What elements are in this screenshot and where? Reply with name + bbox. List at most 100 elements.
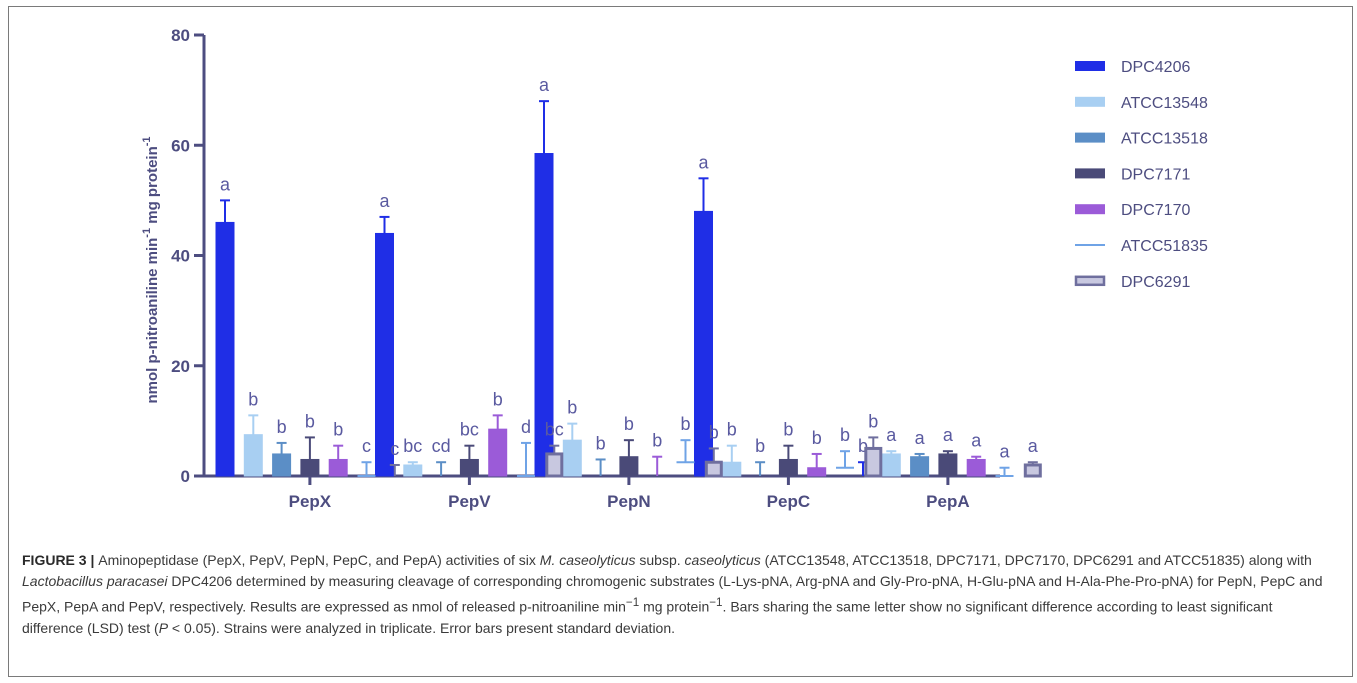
significance-letter-DPC4206-PepV: a <box>379 191 390 211</box>
significance-letter-ATCC13548-PepN: b <box>567 398 577 418</box>
bar-DPC4206-PepX <box>215 221 235 477</box>
significance-letter-DPC7170-PepV: b <box>493 389 503 409</box>
significance-letter-DPC4206-PepA: b <box>858 436 868 456</box>
bar-ATCC13548-PepV <box>403 464 423 477</box>
x-tick-label-PepX: PepX <box>289 492 332 511</box>
bar-ATCC13518-PepX <box>272 453 292 477</box>
bar-DPC7171-PepA <box>938 453 958 477</box>
significance-letter-DPC4206-PepX: a <box>220 174 231 194</box>
bar-ATCC13518-PepA <box>910 456 930 477</box>
caption-text-1: Aminopeptidase (PepX, PepV, PepN, PepC, … <box>98 552 540 568</box>
significance-letter-ATCC13518-PepC: b <box>755 436 765 456</box>
bar-DPC6291-PepN <box>704 460 723 478</box>
significance-letter-ATCC13548-PepA: a <box>886 425 897 445</box>
legend-swatch-ATCC13518 <box>1075 132 1105 143</box>
caption-text-5: mg protein <box>639 598 710 615</box>
x-tick-label-PepC: PepC <box>767 492 810 511</box>
bar-DPC7170-PepX <box>328 458 348 477</box>
caption-text-2: subsp. <box>635 552 685 568</box>
bar-DPC6291-PepV <box>545 452 564 478</box>
y-axis-label-sup2: -1 <box>141 136 153 146</box>
significance-letter-ATCC51835-PepV: d <box>521 417 531 437</box>
caption-sup-2: −1 <box>709 596 723 609</box>
legend-label-DPC4206: DPC4206 <box>1121 59 1190 76</box>
bar-ATCC13548-PepN <box>562 439 582 477</box>
x-axis: PepX PepV PepN PepC PepA <box>204 474 1000 511</box>
legend-label-DPC6291: DPC6291 <box>1121 274 1190 291</box>
significance-letter-ATCC51835-PepC: b <box>840 425 850 445</box>
figure-caption: FIGURE 3 | Aminopeptidase (PepX, PepV, P… <box>22 550 1332 639</box>
caption-italic-1: M. caseolyticus <box>539 552 636 568</box>
significance-letter-DPC7171-PepV: bc <box>460 420 479 440</box>
caption-text-6: . Bars sharing the same letter show no s… <box>22 598 1273 636</box>
legend-label-ATCC13518: ATCC13518 <box>1121 131 1208 148</box>
caption-figure-label: FIGURE 3 <box>22 552 87 568</box>
significance-letter-DPC6291-PepN: b <box>709 422 719 442</box>
caption-text-4: DPC4206 determined by measuring cleavage… <box>22 573 1323 615</box>
caption-sup-1: −1 <box>625 596 640 609</box>
x-tick-label-PepA: PepA <box>926 492 969 511</box>
caption-text-7: < 0.05). Strains were analyzed in tripli… <box>168 619 676 636</box>
significance-letter-ATCC13518-PepA: a <box>915 428 926 448</box>
legend-label-DPC7170: DPC7170 <box>1121 202 1190 219</box>
bar-DPC7170-PepV <box>488 428 508 477</box>
bar-DPC7170-PepC <box>807 467 827 477</box>
caption-italic-2: caseolyticus <box>684 552 761 568</box>
bar-ATCC13548-PepC <box>722 461 742 477</box>
bar-DPC7171-PepX <box>300 458 320 477</box>
legend-swatch-DPC6291 <box>1074 275 1106 287</box>
y-axis-label: nmol p-nitroaniline min-1 mg protein-1 <box>141 136 161 403</box>
caption-separator: | <box>86 552 99 568</box>
y-tick-label-1: 20 <box>171 357 190 376</box>
caption-italic-3: Lactobacillus paracasei <box>22 573 168 589</box>
bar-DPC7170-PepA <box>966 458 986 477</box>
y-tick-label-3: 60 <box>171 136 190 155</box>
significance-letter-DPC7170-PepX: b <box>333 420 343 440</box>
legend-label-ATCC13548: ATCC13548 <box>1121 95 1208 112</box>
legend-label-ATCC51835: ATCC51835 <box>1121 238 1208 255</box>
significance-letter-DPC6291-PepA: a <box>1028 436 1039 456</box>
significance-letter-DPC6291-PepX: c <box>390 439 399 459</box>
significance-letter-DPC7170-PepC: b <box>812 428 822 448</box>
legend-swatch-DPC4206 <box>1075 61 1105 71</box>
bar-DPC7171-PepN <box>619 456 639 477</box>
significance-letter-DPC6291-PepC: b <box>868 411 878 431</box>
y-axis-label-mid: mg protein <box>144 146 161 228</box>
y-tick-label-4: 80 <box>171 26 190 45</box>
significance-letter-DPC7170-PepN: b <box>652 431 662 451</box>
bar-ATCC13548-PepA <box>881 453 901 477</box>
significance-letter-ATCC51835-PepA: a <box>999 442 1010 462</box>
x-tick-label-PepN: PepN <box>607 492 650 511</box>
significance-letter-DPC7171-PepX: b <box>305 411 315 431</box>
y-axis-label-sup1: -1 <box>141 228 153 238</box>
y-axis: 0 20 40 60 80 <box>171 26 206 486</box>
legend-label-DPC7171: DPC7171 <box>1121 166 1190 183</box>
significance-letter-DPC4206-PepN: a <box>539 75 550 95</box>
significance-letter-DPC4206-PepC: a <box>698 152 709 172</box>
bar-DPC6291-PepA <box>1023 463 1042 478</box>
significance-letter-ATCC51835-PepN: b <box>680 414 690 434</box>
bar-DPC7171-PepC <box>778 458 798 477</box>
caption-italic-4: P <box>158 619 169 636</box>
x-tick-label-PepV: PepV <box>448 492 491 511</box>
legend-swatch-DPC7170 <box>1075 204 1105 215</box>
bar-ATCC13548-PepX <box>243 434 263 477</box>
bar-DPC6291-PepC <box>864 446 883 478</box>
legend-swatch-ATCC13548 <box>1075 96 1105 107</box>
significance-letter-DPC7171-PepC: b <box>783 420 793 440</box>
y-tick-label-0: 0 <box>181 467 190 486</box>
significance-letter-DPC6291-PepV: bc <box>545 420 564 440</box>
significance-letter-ATCC13548-PepV: bc <box>403 436 422 456</box>
significance-letter-DPC7171-PepN: b <box>624 414 634 434</box>
bar-DPC7171-PepV <box>459 458 479 477</box>
legend-swatch-DPC7171 <box>1075 168 1105 179</box>
significance-letter-ATCC51835-PepX: c <box>362 436 371 456</box>
significance-letter-ATCC13518-PepX: b <box>277 417 287 437</box>
significance-letter-ATCC13548-PepX: b <box>248 389 258 409</box>
significance-letter-ATCC13518-PepN: b <box>596 433 606 453</box>
significance-letter-ATCC13518-PepV: cd <box>432 436 451 456</box>
legend: DPC4206 ATCC13548 ATCC13518 DPC7171 DPC7170 A… <box>1074 59 1208 291</box>
significance-letter-DPC7171-PepA: a <box>943 425 954 445</box>
